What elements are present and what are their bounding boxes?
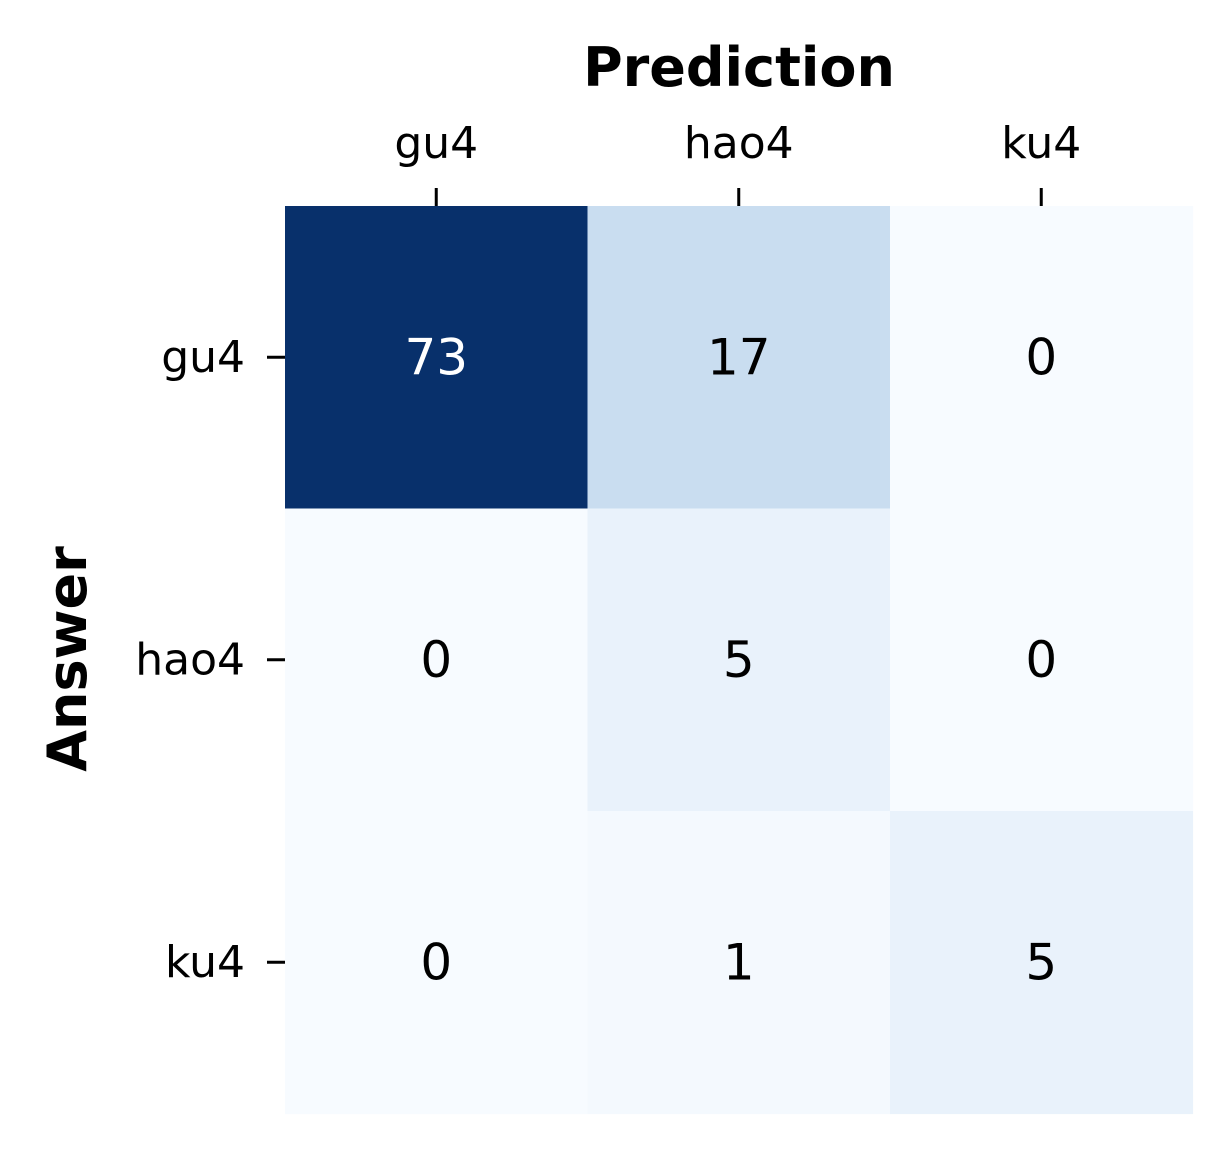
cells-layer: 73 17 0 0 5 0 0 1 5 xyxy=(285,206,1194,1115)
cell-value-label-r2-c1: 0 xyxy=(420,631,452,689)
y-tick-label-hao4: hao4 xyxy=(135,634,245,685)
y-tick-label-gu4: gu4 xyxy=(161,332,245,383)
heatmap-cell-r1-c2 xyxy=(587,206,891,510)
y-axis-title: Answer xyxy=(36,546,99,772)
heatmap-cell-r1-c3 xyxy=(890,206,1194,510)
x-tick-label-hao4: hao4 xyxy=(684,118,794,169)
y-tick-label-ku4: ku4 xyxy=(165,937,245,988)
heatmap-cell-r3-c1 xyxy=(285,811,589,1115)
heatmap-cell-r2-c3 xyxy=(890,508,1194,812)
cell-value-label-r3-c2: 1 xyxy=(723,933,755,991)
x-tick-label-ku4: ku4 xyxy=(1001,118,1081,169)
x-tick-label-gu4: gu4 xyxy=(394,118,478,169)
heatmap-cell-r2-c2 xyxy=(587,508,891,812)
heatmap-cell-r1-c1 xyxy=(285,206,589,510)
cell-value-label-r1-c1: 73 xyxy=(404,328,468,386)
cell-value-label-r2-c3: 0 xyxy=(1025,631,1057,689)
heatmap-cell-r3-c3 xyxy=(890,811,1194,1115)
ticks-layer: gu4 hao4 ku4 gu4 hao4 ku4 xyxy=(135,118,1081,988)
cell-value-label-r1-c3: 0 xyxy=(1025,328,1057,386)
heatmap-cell-r2-c1 xyxy=(285,508,589,812)
cell-value-label-r3-c1: 0 xyxy=(420,933,452,991)
cell-value-label-r3-c3: 5 xyxy=(1025,933,1057,991)
x-axis-title: Prediction xyxy=(583,36,895,99)
cell-value-label-r2-c2: 5 xyxy=(723,631,755,689)
heatmap-cell-r3-c2 xyxy=(587,811,891,1115)
cell-value-label-r1-c2: 17 xyxy=(707,328,771,386)
